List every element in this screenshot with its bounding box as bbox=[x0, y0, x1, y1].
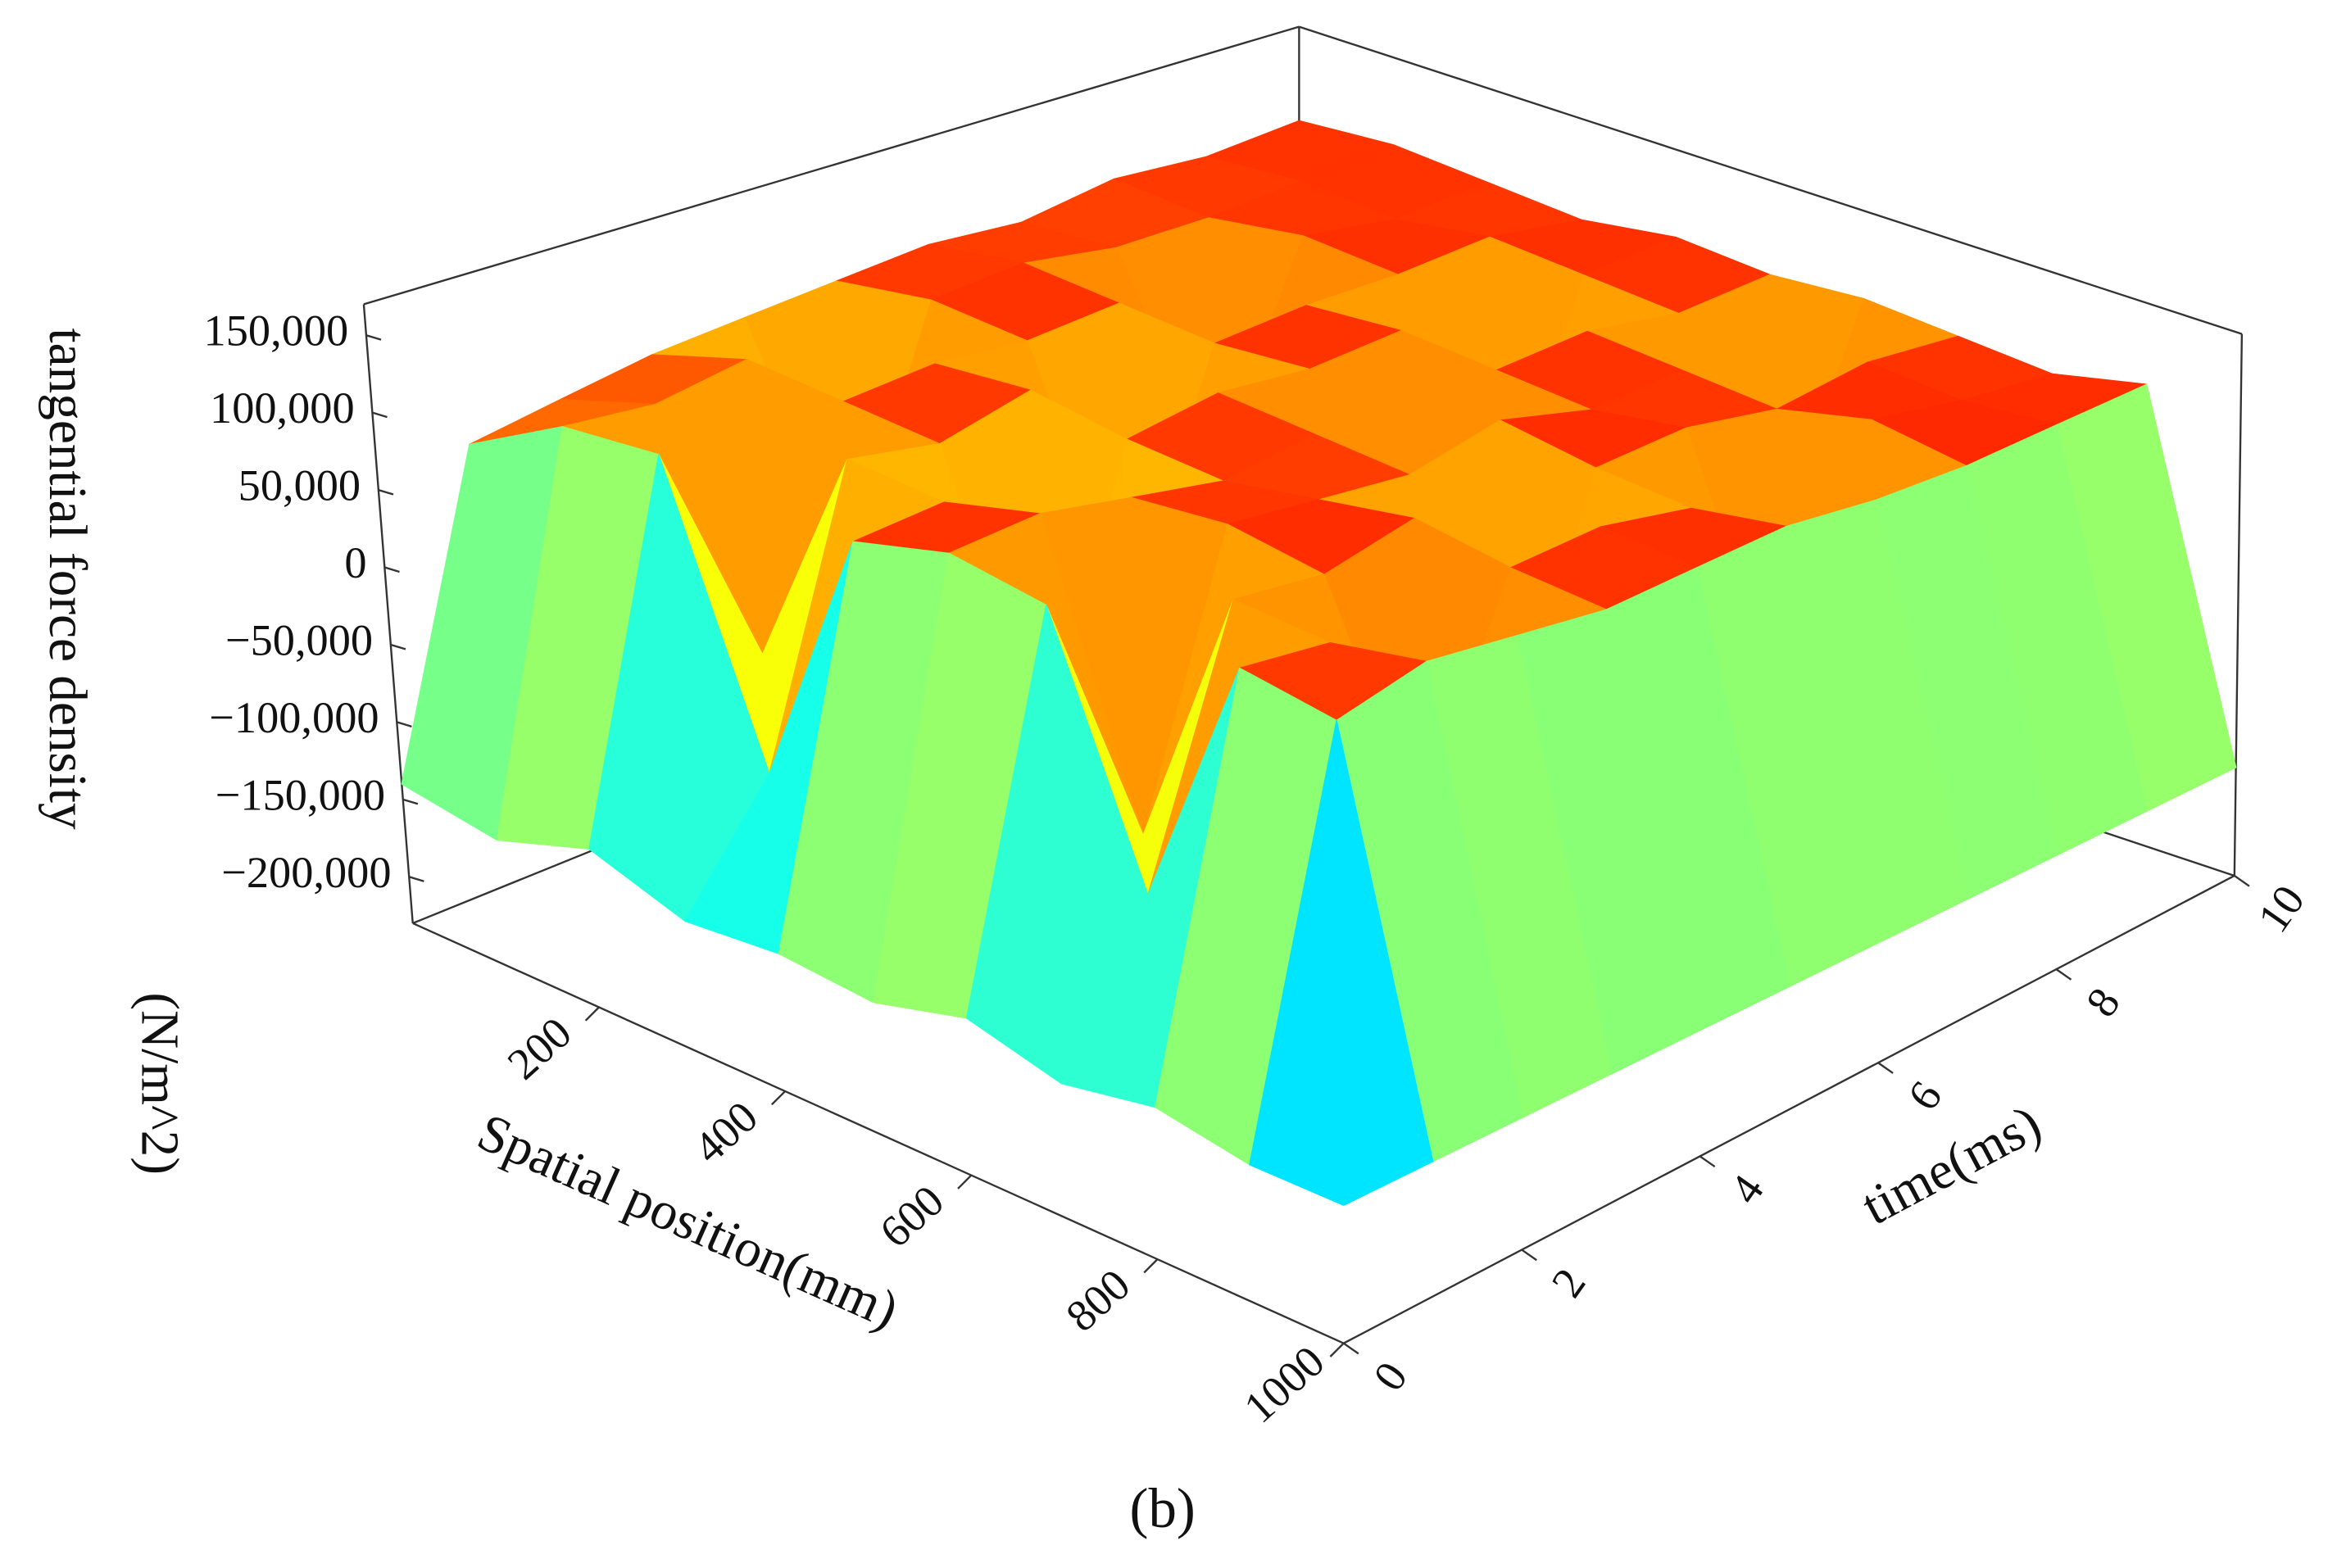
y-tick-label: 0 bbox=[1364, 1353, 1417, 1400]
y-tick bbox=[1521, 1249, 1537, 1262]
y-tick-label: 8 bbox=[2076, 979, 2130, 1026]
z-tick-label: −200,000 bbox=[221, 848, 391, 897]
z-tick-label: 100,000 bbox=[210, 383, 355, 433]
z-tick bbox=[372, 411, 388, 419]
caption: (b) bbox=[1130, 1477, 1196, 1539]
z-axis-title: tangential force density bbox=[38, 329, 97, 830]
x-tick-label: 200 bbox=[498, 1008, 581, 1089]
x-tick-label: 600 bbox=[870, 1176, 953, 1257]
y-tick bbox=[2234, 875, 2250, 887]
z-tick bbox=[365, 334, 382, 341]
z-axis-unit: (N/m^2) bbox=[129, 992, 188, 1175]
surface-cell bbox=[1249, 719, 1434, 1206]
y-tick-label: 10 bbox=[2249, 877, 2314, 941]
y-tick-label: 2 bbox=[1542, 1260, 1595, 1307]
y-tick bbox=[1343, 1342, 1359, 1355]
box-edge bbox=[363, 25, 1300, 306]
x-tick bbox=[584, 1006, 600, 1022]
x-tick-label: 1000 bbox=[1235, 1336, 1334, 1432]
z-tick bbox=[408, 876, 424, 882]
z-tick-label: 150,000 bbox=[204, 306, 349, 356]
z-tick bbox=[378, 488, 394, 496]
box-edge bbox=[412, 922, 1345, 1344]
y-tick-label: 6 bbox=[1899, 1072, 1952, 1119]
box-edge bbox=[1299, 25, 2243, 335]
z-tick-label: 0 bbox=[344, 538, 366, 587]
z-tick bbox=[402, 798, 419, 805]
z-tick bbox=[384, 566, 400, 573]
y-axis-title: time(ms) bbox=[1853, 1094, 2051, 1236]
x-tick bbox=[1329, 1342, 1345, 1357]
z-tick-label: −150,000 bbox=[216, 770, 385, 819]
y-tick bbox=[1877, 1062, 1894, 1074]
z-tick-label: 50,000 bbox=[238, 461, 361, 510]
box-edge bbox=[362, 304, 414, 924]
x-tick bbox=[957, 1174, 973, 1190]
z-tick bbox=[390, 643, 406, 650]
x-tick bbox=[1143, 1258, 1159, 1274]
box-edge bbox=[1343, 874, 2235, 1344]
x-tick bbox=[770, 1090, 786, 1106]
y-tick bbox=[2055, 968, 2072, 981]
z-tick-label: −50,000 bbox=[225, 615, 373, 664]
y-tick-label: 4 bbox=[1720, 1166, 1773, 1212]
y-tick bbox=[1699, 1155, 1716, 1168]
x-tick-label: 800 bbox=[1057, 1260, 1140, 1341]
z-tick bbox=[396, 721, 412, 727]
x-tick-label: 400 bbox=[684, 1092, 767, 1173]
z-tick-label: −100,000 bbox=[209, 693, 379, 742]
box-edge bbox=[2233, 333, 2244, 876]
